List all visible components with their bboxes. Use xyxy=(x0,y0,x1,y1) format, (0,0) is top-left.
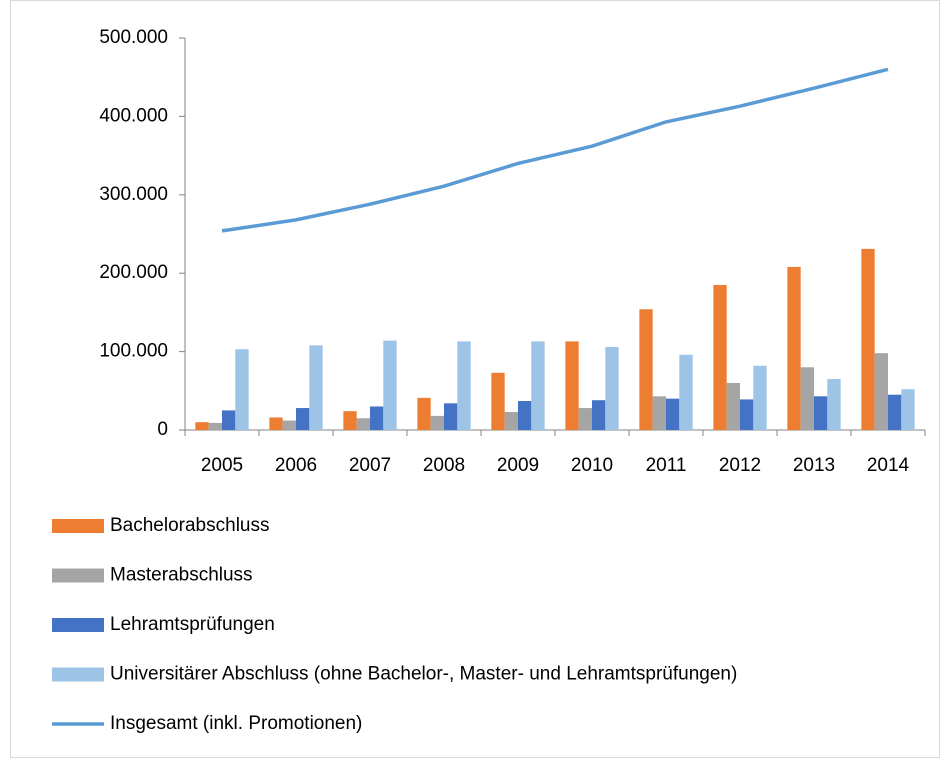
y-tick-label: 500.000 xyxy=(99,27,168,48)
bar xyxy=(491,372,505,430)
legend-label: Universitärer Abschluss (ohne Bachelor-,… xyxy=(110,664,737,685)
x-tick-label: 2014 xyxy=(867,455,910,476)
bar xyxy=(296,408,310,430)
x-tick-label: 2008 xyxy=(423,455,465,476)
bar xyxy=(356,418,370,430)
legend-label: Insgesamt (inkl. Promotionen) xyxy=(110,713,362,734)
bar xyxy=(901,389,915,430)
legend-label: Bachelorabschluss xyxy=(110,515,269,536)
bar xyxy=(343,411,357,430)
bar xyxy=(383,340,397,430)
bar xyxy=(592,400,606,430)
bar xyxy=(269,417,283,430)
bar xyxy=(565,341,579,430)
x-tick-label: 2010 xyxy=(571,455,613,476)
bar xyxy=(504,411,518,430)
bar xyxy=(827,379,841,430)
legend-swatch xyxy=(52,618,104,632)
bar xyxy=(740,399,754,430)
bar xyxy=(605,346,619,430)
bar xyxy=(417,397,431,430)
bar xyxy=(666,398,680,430)
bar xyxy=(874,353,888,430)
bar xyxy=(861,248,875,430)
x-tick-label: 2006 xyxy=(275,455,317,476)
bar xyxy=(753,365,767,430)
bar xyxy=(208,422,222,430)
bar xyxy=(518,400,532,430)
bar xyxy=(195,422,209,430)
bar xyxy=(309,345,323,430)
x-tick-label: 2012 xyxy=(719,455,761,476)
bar xyxy=(787,266,801,430)
legend-label: Masterabschluss xyxy=(110,565,253,586)
line xyxy=(221,67,889,233)
bar xyxy=(652,396,666,430)
y-tick-label: 100.000 xyxy=(99,341,168,362)
bar xyxy=(726,382,740,430)
y-tick-label: 400.000 xyxy=(99,105,168,126)
y-tick-label: 300.000 xyxy=(99,184,168,205)
legend-label: Lehramtsprüfungen xyxy=(110,614,275,635)
legend-swatch xyxy=(52,568,104,583)
bar xyxy=(639,309,653,430)
bar xyxy=(430,415,444,430)
bar xyxy=(222,410,236,430)
x-tick-label: 2007 xyxy=(349,455,391,476)
bar xyxy=(814,396,828,430)
bar xyxy=(713,284,727,430)
bar xyxy=(800,367,814,430)
bar xyxy=(679,354,693,430)
bar xyxy=(282,420,296,430)
bar xyxy=(578,408,592,430)
bar xyxy=(457,341,471,430)
x-tick-label: 2013 xyxy=(793,455,835,476)
bar xyxy=(888,394,902,430)
legend-swatch xyxy=(52,519,104,533)
x-tick-label: 2009 xyxy=(497,455,539,476)
y-tick-label: 200.000 xyxy=(99,262,168,283)
legend-swatch xyxy=(52,667,104,682)
bar xyxy=(531,341,545,430)
x-tick-label: 2011 xyxy=(646,455,687,476)
bar xyxy=(444,403,458,430)
x-tick-label: 2005 xyxy=(201,455,243,476)
bar xyxy=(370,406,384,430)
y-tick-label: 0 xyxy=(157,419,168,440)
bar xyxy=(235,349,249,430)
